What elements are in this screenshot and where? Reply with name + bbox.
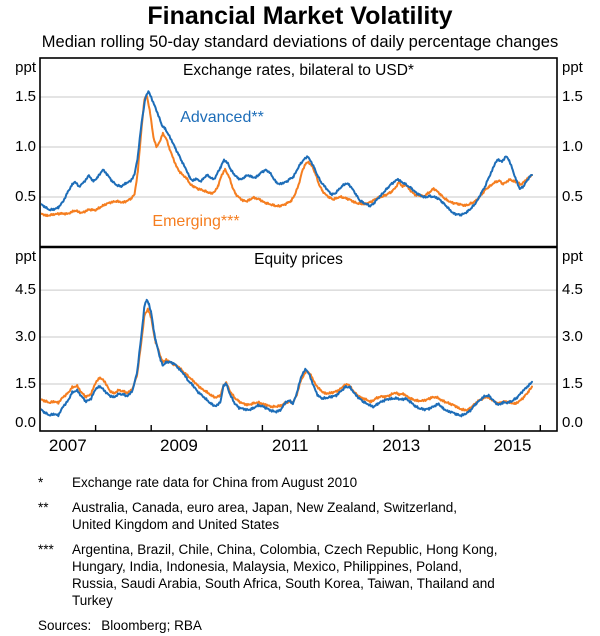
ytick-left-top: 0.5 xyxy=(15,188,36,205)
chart-area: Emerging*** Advanced** 0.5 0.5 1.0 1.0 1.5 1.5 p… xyxy=(15,57,583,455)
footnote-1: * Exchange rate data for China from Augu… xyxy=(38,474,583,491)
xlabel-2007: 2007 xyxy=(48,436,87,455)
ytick-right-bottom: 0.0 xyxy=(562,414,583,431)
footnote-3: *** Argentina, Brazil, Chile, China, Col… xyxy=(38,541,583,609)
ytick-right-bottom: 3.0 xyxy=(562,328,583,346)
footnote-2-marker: ** xyxy=(38,500,49,515)
ytick-left-top: 1.0 xyxy=(15,138,36,155)
unit-label-right-bottom: ppt xyxy=(562,248,583,265)
chart-subtitle: Median rolling 50-day standard deviation… xyxy=(41,33,559,51)
ytick-right-top: 0.5 xyxy=(562,188,583,205)
footnote-2: ** Australia, Canada, euro area, Japan, … xyxy=(38,499,583,533)
xlabel-2009: 2009 xyxy=(160,436,198,455)
xlabel-2013: 2013 xyxy=(382,436,421,455)
advanced-line-bottom xyxy=(41,298,533,418)
sources-line: Sources: Bloomberg; RBA xyxy=(38,617,583,634)
series-label-advanced: Advanced** xyxy=(180,109,264,126)
emerging-line-top xyxy=(41,94,533,218)
ytick-right-bottom: 1.5 xyxy=(562,375,583,393)
sources-label: Sources: xyxy=(38,618,92,633)
ytick-right-bottom: 4.5 xyxy=(562,281,583,299)
ytick-left-bottom: 3.0 xyxy=(15,328,36,346)
footnotes: * Exchange rate data for China from Augu… xyxy=(38,474,583,634)
ytick-right-top: 1.5 xyxy=(562,88,583,105)
sources-text: Bloomberg; RBA xyxy=(101,618,202,633)
unit-label-left-bottom: ppt xyxy=(15,248,36,265)
ytick-left-bottom: 1.5 xyxy=(15,375,36,393)
advanced-line-top xyxy=(41,90,533,217)
footnote-1-text: Exchange rate data for China from August… xyxy=(72,475,358,490)
footnote-3-marker: *** xyxy=(38,542,54,557)
footnote-1-marker: * xyxy=(38,475,44,490)
series-label-emerging: Emerging*** xyxy=(152,213,240,230)
panel-title-top: Exchange rates, bilateral to USD* xyxy=(183,62,414,79)
unit-label-right-top: ppt xyxy=(562,59,583,76)
chart-title: Financial Market Volatility xyxy=(147,2,453,30)
xlabel-2011: 2011 xyxy=(271,436,309,455)
unit-label-left-top: ppt xyxy=(15,59,36,76)
panel-title-bottom: Equity prices xyxy=(254,251,343,268)
xlabel-2015: 2015 xyxy=(493,436,532,455)
chart-canvas xyxy=(39,57,558,432)
footnote-2-text: Australia, Canada, euro area, Japan, New… xyxy=(72,500,457,532)
ytick-right-top: 1.0 xyxy=(562,138,583,155)
ytick-left-top: 1.5 xyxy=(15,88,36,105)
plot-frame xyxy=(39,57,558,432)
emerging-line-bottom xyxy=(41,307,533,412)
ytick-left-bottom: 4.5 xyxy=(15,281,36,299)
ytick-left-bottom: 0.0 xyxy=(15,414,36,431)
footnote-3-text: Argentina, Brazil, Chile, China, Colombi… xyxy=(72,542,498,608)
